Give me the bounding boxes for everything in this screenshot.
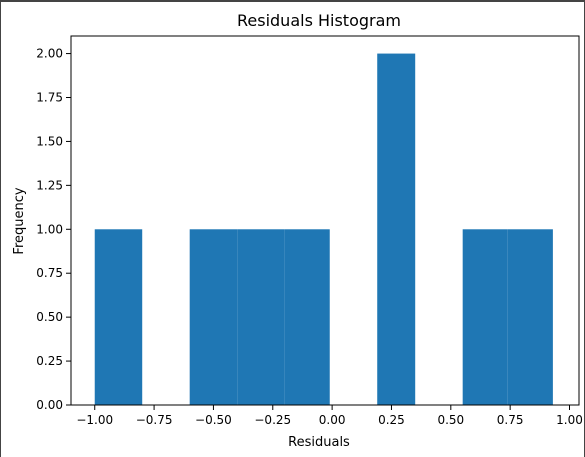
plot-area-frame bbox=[70, 35, 580, 406]
y-tick-label: 0.75 bbox=[36, 266, 63, 280]
x-tick-label: 0.75 bbox=[497, 413, 524, 427]
histogram-bar-9 bbox=[507, 229, 553, 405]
x-axis-ticks: −1.00 −0.75 −0.50 −0.25 0.00 0.25 0.50 0.75 1.00 bbox=[76, 405, 583, 427]
y-tick-label: 1.50 bbox=[36, 134, 63, 148]
y-tick-label: 2.00 bbox=[36, 47, 63, 61]
x-tick-label: −0.75 bbox=[136, 413, 173, 427]
y-axis-label: Frequency bbox=[12, 187, 27, 254]
histogram-bar-6 bbox=[377, 53, 416, 405]
x-tick-label: 0.00 bbox=[319, 413, 346, 427]
histogram-bar-4 bbox=[284, 229, 330, 405]
x-tick-label: −0.50 bbox=[195, 413, 232, 427]
x-tick-label: 1.00 bbox=[556, 413, 583, 427]
x-tick-label: −1.00 bbox=[76, 413, 113, 427]
bars-group bbox=[94, 53, 553, 405]
x-tick-label: 0.50 bbox=[437, 413, 464, 427]
x-tick-label: 0.25 bbox=[378, 413, 405, 427]
y-tick-label: 0.25 bbox=[36, 354, 63, 368]
histogram-bar-8 bbox=[462, 229, 508, 405]
y-axis-ticks: 0.00 0.25 0.50 0.75 1.00 1.25 1.50 1.75 2.00 bbox=[36, 47, 71, 412]
y-tick-label: 0.50 bbox=[36, 310, 63, 324]
chart-title: Residuals Histogram bbox=[237, 11, 401, 30]
x-axis-label: Residuals bbox=[288, 435, 350, 450]
y-tick-label: 0.00 bbox=[36, 398, 63, 412]
histogram-bar-3 bbox=[237, 229, 285, 405]
histogram-bar-0 bbox=[94, 229, 143, 405]
y-tick-label: 1.25 bbox=[36, 178, 63, 192]
y-tick-label: 1.00 bbox=[36, 222, 63, 236]
x-tick-label: −0.25 bbox=[254, 413, 291, 427]
histogram-bar-2 bbox=[189, 229, 238, 405]
y-tick-label: 1.75 bbox=[36, 91, 63, 105]
